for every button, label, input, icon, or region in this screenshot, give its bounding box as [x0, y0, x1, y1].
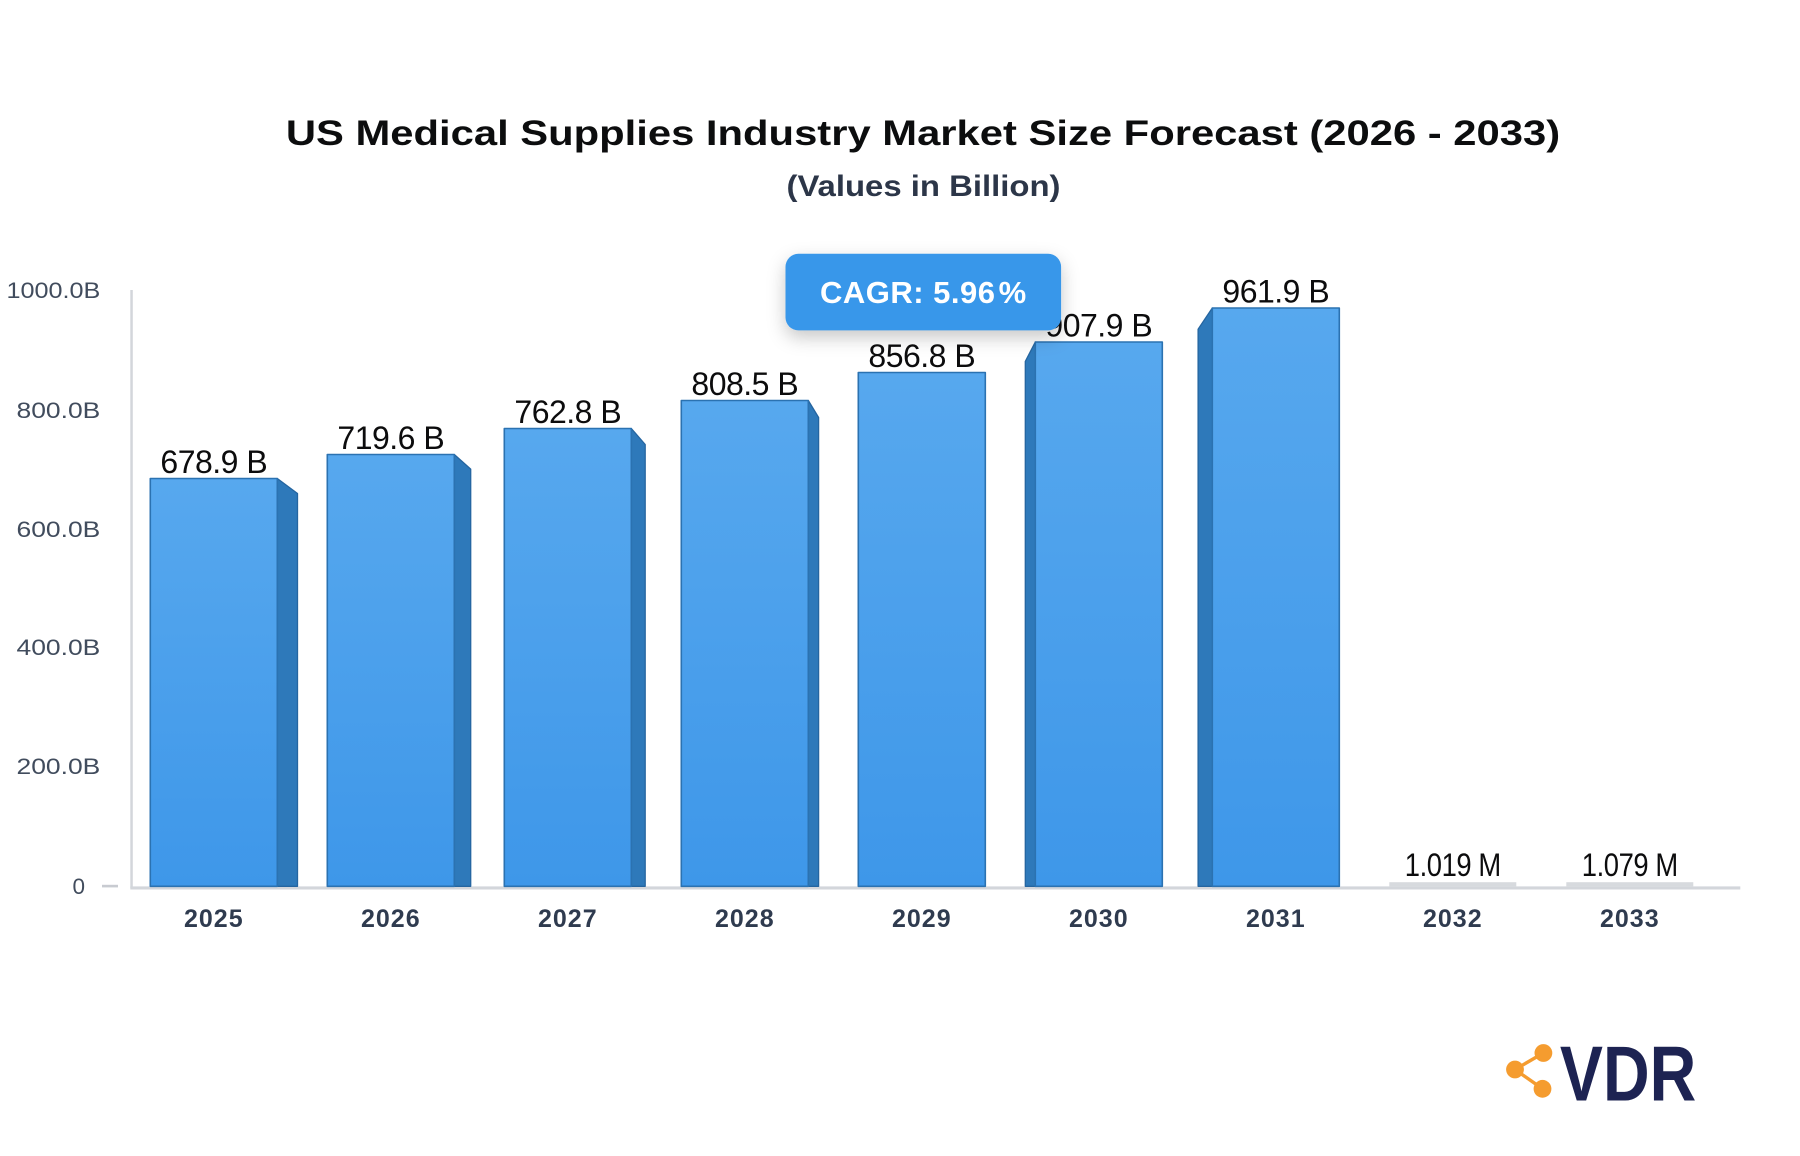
svg-text:1000.0B: 1000.0B [7, 278, 101, 303]
svg-text:2027: 2027 [538, 905, 598, 933]
svg-text:2033: 2033 [1600, 905, 1660, 933]
svg-text:2030: 2030 [1069, 905, 1129, 933]
svg-text:800.0B: 800.0B [17, 398, 101, 423]
svg-text:US Medical Supplies Industry M: US Medical Supplies Industry Market Size… [286, 114, 1560, 153]
svg-text:2032: 2032 [1423, 905, 1483, 933]
svg-text:0: 0 [72, 874, 85, 899]
svg-text:2025: 2025 [184, 905, 244, 933]
svg-text:678.9 B: 678.9 B [160, 444, 267, 480]
svg-text:200.0B: 200.0B [17, 754, 101, 779]
svg-text:400.0B: 400.0B [17, 635, 101, 660]
svg-text:1.019 M: 1.019 M [1405, 847, 1501, 883]
svg-text:762.8 B: 762.8 B [514, 394, 621, 430]
svg-text:719.6 B: 719.6 B [337, 420, 444, 456]
svg-text:808.5 B: 808.5 B [691, 366, 798, 402]
svg-text:VDR: VDR [1560, 1031, 1696, 1118]
svg-text:2028: 2028 [715, 905, 775, 933]
svg-text:CAGR: 5.96 %: CAGR: 5.96 % [820, 275, 1027, 310]
svg-text:856.8 B: 856.8 B [868, 338, 975, 374]
svg-text:961.9 B: 961.9 B [1222, 274, 1329, 310]
svg-text:600.0B: 600.0B [17, 517, 101, 542]
svg-text:907.9 B: 907.9 B [1045, 308, 1152, 344]
svg-text:(Values in Billion): (Values in Billion) [786, 169, 1060, 202]
svg-text:2031: 2031 [1246, 905, 1306, 933]
svg-text:2026: 2026 [361, 905, 421, 933]
svg-text:1.079 M: 1.079 M [1582, 847, 1678, 883]
svg-text:2029: 2029 [892, 905, 952, 933]
